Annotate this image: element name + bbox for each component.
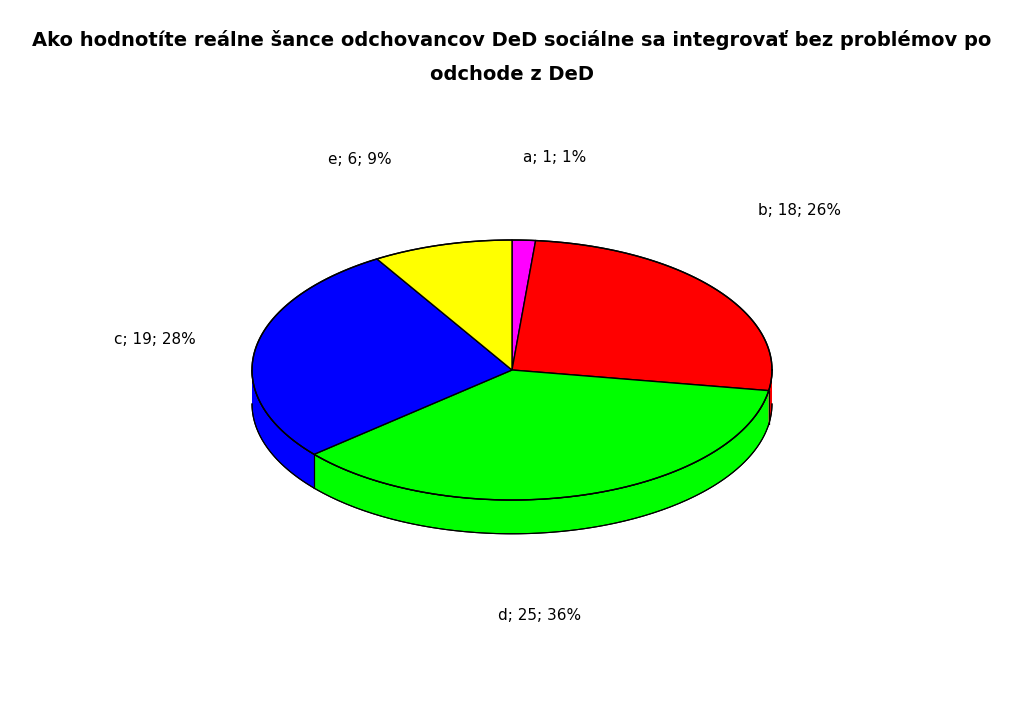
Polygon shape <box>377 240 512 370</box>
Polygon shape <box>769 370 772 424</box>
Text: a; 1; 1%: a; 1; 1% <box>523 150 587 166</box>
Text: odchode z DeD: odchode z DeD <box>430 65 594 84</box>
Polygon shape <box>512 240 536 370</box>
Polygon shape <box>252 370 314 488</box>
Text: Ako hodnotíte reálne šance odchovancov DeD sociálne sa integrovať bez problémov : Ako hodnotíte reálne šance odchovancov D… <box>33 30 991 50</box>
Polygon shape <box>314 391 769 534</box>
Text: b; 18; 26%: b; 18; 26% <box>759 202 842 217</box>
Polygon shape <box>512 240 772 391</box>
Text: d; 25; 36%: d; 25; 36% <box>499 608 582 623</box>
Polygon shape <box>252 259 512 454</box>
Polygon shape <box>314 370 769 500</box>
Text: e; 6; 9%: e; 6; 9% <box>328 153 392 168</box>
Text: c; 19; 28%: c; 19; 28% <box>114 333 196 348</box>
